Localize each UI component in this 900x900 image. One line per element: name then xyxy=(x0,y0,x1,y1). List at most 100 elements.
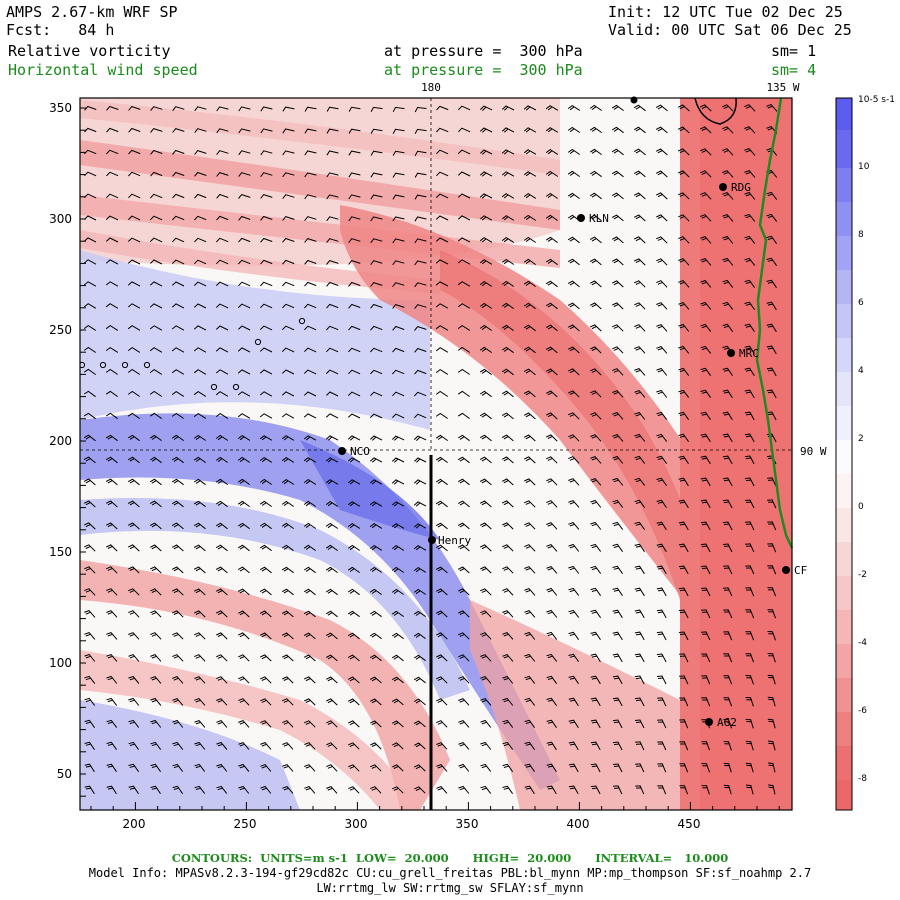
wind-barb xyxy=(524,697,536,706)
wind-barb xyxy=(479,412,492,420)
wind-barb xyxy=(128,106,141,111)
wind-barb xyxy=(723,565,733,575)
wind-barb xyxy=(414,742,426,750)
wind-barb xyxy=(282,303,295,309)
wind-barb xyxy=(392,238,405,244)
wind-barb xyxy=(568,653,580,662)
wind-barb xyxy=(567,170,580,178)
wind-barb xyxy=(679,675,689,685)
wind-barb xyxy=(700,499,711,509)
wind-barb xyxy=(590,763,601,773)
wind-barb xyxy=(722,389,733,399)
wind-barb xyxy=(171,412,184,419)
wind-barb xyxy=(479,215,493,221)
wind-barb xyxy=(193,522,206,530)
wind-barb xyxy=(414,282,427,288)
wind-barb xyxy=(523,412,536,420)
wind-barb xyxy=(172,763,184,772)
wind-barb xyxy=(677,126,690,134)
wind-barb xyxy=(656,543,667,553)
wind-barb xyxy=(150,741,162,750)
wind-barb xyxy=(128,610,140,618)
wind-barb xyxy=(436,127,449,133)
wind-barb xyxy=(282,698,294,706)
wind-barb xyxy=(766,301,777,311)
wind-barb xyxy=(392,369,405,375)
wind-barb xyxy=(414,238,427,244)
wind-barb xyxy=(611,192,624,200)
wind-barb xyxy=(457,522,470,530)
wind-barb xyxy=(106,697,118,706)
wind-barb xyxy=(392,764,404,772)
model-info-2: LW:rrtmg_lw SW:rrtmg_sw SFLAY:sf_mynn xyxy=(316,881,584,895)
wind-barb xyxy=(435,347,449,353)
wind-barb xyxy=(657,741,667,751)
wind-barb xyxy=(501,324,514,332)
wind-barb xyxy=(150,149,163,155)
wind-barb xyxy=(149,303,163,309)
wind-barb xyxy=(392,304,405,309)
wind-barb xyxy=(260,128,273,134)
wind-barb xyxy=(281,566,294,574)
wind-barb xyxy=(127,303,141,309)
wind-barb xyxy=(127,434,140,442)
init-time: Init: 12 UTC Tue 02 Dec 25 xyxy=(608,3,843,21)
wind-barb xyxy=(678,455,689,464)
wind-barb xyxy=(766,345,777,355)
wind-barb xyxy=(678,587,689,597)
wind-barb xyxy=(744,279,756,288)
wind-barb xyxy=(326,194,339,200)
station-ag2-marker xyxy=(705,718,713,726)
wind-barb xyxy=(634,455,646,464)
wind-barb xyxy=(613,785,623,795)
wind-barb xyxy=(546,544,558,552)
wind-barb xyxy=(545,412,558,420)
wind-barb xyxy=(171,566,184,574)
wind-barb xyxy=(391,457,405,463)
wind-barb xyxy=(105,368,118,375)
wind-barb xyxy=(304,698,316,706)
model-title: AMPS 2.67-km WRF SP xyxy=(6,3,178,21)
wind-barb xyxy=(501,127,515,133)
wind-barb xyxy=(303,676,316,684)
wind-barb xyxy=(457,390,470,398)
wind-barb xyxy=(634,411,646,420)
wind-barb xyxy=(568,390,580,398)
wind-barb xyxy=(281,435,295,441)
wind-barb xyxy=(700,192,712,200)
wind-barb xyxy=(611,236,624,244)
wind-barb xyxy=(435,434,448,442)
wind-barb xyxy=(590,565,602,574)
wind-barb xyxy=(149,434,162,442)
wind-barb xyxy=(546,675,558,684)
wind-barb xyxy=(656,455,668,464)
wind-barb xyxy=(304,720,316,728)
wind-barb xyxy=(370,347,383,353)
wind-barb xyxy=(216,106,229,112)
wind-barb xyxy=(105,456,118,464)
wind-barb xyxy=(260,259,273,265)
wind-barb xyxy=(678,192,690,200)
wind-barb xyxy=(149,281,163,287)
wind-barb xyxy=(589,236,602,244)
wind-barb xyxy=(436,764,448,772)
wind-barb xyxy=(128,149,141,155)
wind-barb xyxy=(391,742,404,750)
wind-barb xyxy=(745,543,755,553)
wind-barb xyxy=(723,697,732,707)
wind-barb xyxy=(237,566,250,574)
wind-barb xyxy=(106,675,118,684)
wind-barb xyxy=(744,367,755,377)
wind-barb xyxy=(480,654,492,662)
wind-barb xyxy=(105,412,118,420)
wind-barb xyxy=(84,719,96,728)
wind-barb xyxy=(149,390,163,397)
wind-barb xyxy=(84,588,96,596)
wind-barb xyxy=(194,632,206,640)
wind-barb xyxy=(589,324,602,332)
wind-barb xyxy=(767,477,777,487)
wind-barb xyxy=(722,323,734,332)
wind-barb xyxy=(370,260,383,265)
wind-barb xyxy=(106,566,118,574)
wind-barb xyxy=(83,237,97,243)
